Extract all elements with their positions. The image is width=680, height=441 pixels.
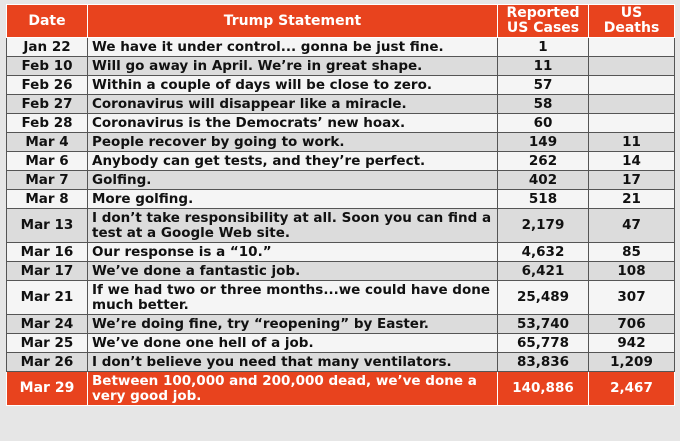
cell-deaths: 14 xyxy=(588,151,675,171)
cell-statement: Will go away in April. We’re in great sh… xyxy=(87,56,498,76)
cell-deaths: 706 xyxy=(588,314,675,334)
table-row: Mar 29 Between 100,000 and 200,000 dead, … xyxy=(6,371,675,406)
cell-deaths: 47 xyxy=(588,208,675,243)
cell-deaths xyxy=(588,75,675,95)
cell-statement: We’ve done a fantastic job. xyxy=(87,261,498,281)
table-row: Mar 8 More golfing. 518 21 xyxy=(6,189,675,209)
cell-date: Mar 13 xyxy=(6,208,88,243)
cell-statement: Golfing. xyxy=(87,170,498,190)
cell-statement: People recover by going to work. xyxy=(87,132,498,152)
table-row: Mar 6 Anybody can get tests, and they’re … xyxy=(6,151,675,171)
cell-date: Mar 8 xyxy=(6,189,88,209)
cell-cases: 402 xyxy=(497,170,589,190)
cell-statement: Coronavirus is the Democrats’ new hoax. xyxy=(87,113,498,133)
cell-cases: 262 xyxy=(497,151,589,171)
statement-table: Date Trump Statement Reported US Cases U… xyxy=(6,4,675,406)
cell-cases: 4,632 xyxy=(497,242,589,262)
table-header-row: Date Trump Statement Reported US Cases U… xyxy=(6,4,675,38)
cell-statement: We’ve done one hell of a job. xyxy=(87,333,498,353)
table-row: Mar 13 I don’t take responsibility at all… xyxy=(6,208,675,243)
cell-statement: If we had two or three months...we could… xyxy=(87,280,498,315)
table-row: Mar 21 If we had two or three months...we… xyxy=(6,280,675,315)
cell-date: Feb 26 xyxy=(6,75,88,95)
cell-deaths: 108 xyxy=(588,261,675,281)
cell-statement: We have it under control... gonna be jus… xyxy=(87,37,498,57)
table-row: Mar 24 We’re doing fine, try “reopening” … xyxy=(6,314,675,334)
cell-date: Feb 28 xyxy=(6,113,88,133)
cell-statement: More golfing. xyxy=(87,189,498,209)
cell-date: Mar 24 xyxy=(6,314,88,334)
cell-statement: Our response is a “10.” xyxy=(87,242,498,262)
cell-cases: 57 xyxy=(497,75,589,95)
table-row: Feb 27 Coronavirus will disappear like a … xyxy=(6,94,675,114)
header-deaths: US Deaths xyxy=(588,4,675,38)
cell-cases: 2,179 xyxy=(497,208,589,243)
table-row: Mar 16 Our response is a “10.” 4,632 85 xyxy=(6,242,675,262)
cell-date: Mar 7 xyxy=(6,170,88,190)
cell-cases: 6,421 xyxy=(497,261,589,281)
cell-date: Mar 17 xyxy=(6,261,88,281)
cell-cases: 25,489 xyxy=(497,280,589,315)
cell-statement: Anybody can get tests, and they’re perfe… xyxy=(87,151,498,171)
cell-date: Mar 26 xyxy=(6,352,88,372)
cell-cases: 65,778 xyxy=(497,333,589,353)
cell-statement: Within a couple of days will be close to… xyxy=(87,75,498,95)
cell-statement: Coronavirus will disappear like a miracl… xyxy=(87,94,498,114)
table-row: Feb 26 Within a couple of days will be cl… xyxy=(6,75,675,95)
cell-date: Jan 22 xyxy=(6,37,88,57)
cell-deaths: 17 xyxy=(588,170,675,190)
table-row: Mar 4 People recover by going to work. 149… xyxy=(6,132,675,152)
cell-deaths: 2,467 xyxy=(588,371,675,406)
cell-statement: I don’t believe you need that many venti… xyxy=(87,352,498,372)
cell-cases: 1 xyxy=(497,37,589,57)
cell-deaths: 307 xyxy=(588,280,675,315)
cell-date: Mar 21 xyxy=(6,280,88,315)
cell-deaths xyxy=(588,37,675,57)
cell-deaths: 85 xyxy=(588,242,675,262)
cell-cases: 518 xyxy=(497,189,589,209)
table-row: Feb 28 Coronavirus is the Democrats’ new … xyxy=(6,113,675,133)
cell-cases: 149 xyxy=(497,132,589,152)
cell-cases: 140,886 xyxy=(497,371,589,406)
cell-deaths: 942 xyxy=(588,333,675,353)
cell-deaths: 1,209 xyxy=(588,352,675,372)
header-date: Date xyxy=(6,4,88,38)
cell-cases: 83,836 xyxy=(497,352,589,372)
cell-date: Mar 25 xyxy=(6,333,88,353)
cell-deaths: 21 xyxy=(588,189,675,209)
table-row: Mar 7 Golfing. 402 17 xyxy=(6,170,675,190)
cell-statement: We’re doing fine, try “reopening” by Eas… xyxy=(87,314,498,334)
table-row: Feb 10 Will go away in April. We’re in gr… xyxy=(6,56,675,76)
cell-cases: 60 xyxy=(497,113,589,133)
cell-cases: 58 xyxy=(497,94,589,114)
cell-deaths: 11 xyxy=(588,132,675,152)
cell-date: Mar 29 xyxy=(6,371,88,406)
cell-date: Mar 6 xyxy=(6,151,88,171)
header-cases: Reported US Cases xyxy=(497,4,589,38)
cell-cases: 11 xyxy=(497,56,589,76)
table-row: Mar 25 We’ve done one hell of a job. 65,77… xyxy=(6,333,675,353)
cell-date: Feb 27 xyxy=(6,94,88,114)
table-row: Jan 22 We have it under control... gonna … xyxy=(6,37,675,57)
cell-date: Mar 4 xyxy=(6,132,88,152)
table-row: Mar 26 I don’t believe you need that many… xyxy=(6,352,675,372)
table-row: Mar 17 We’ve done a fantastic job. 6,421 10… xyxy=(6,261,675,281)
header-statement: Trump Statement xyxy=(87,4,498,38)
table-body: Jan 22 We have it under control... gonna … xyxy=(6,37,675,406)
cell-deaths xyxy=(588,113,675,133)
cell-deaths xyxy=(588,94,675,114)
cell-date: Feb 10 xyxy=(6,56,88,76)
cell-deaths xyxy=(588,56,675,76)
cell-statement: Between 100,000 and 200,000 dead, we’ve … xyxy=(87,371,498,406)
cell-statement: I don’t take responsibility at all. Soon… xyxy=(87,208,498,243)
cell-date: Mar 16 xyxy=(6,242,88,262)
cell-cases: 53,740 xyxy=(497,314,589,334)
